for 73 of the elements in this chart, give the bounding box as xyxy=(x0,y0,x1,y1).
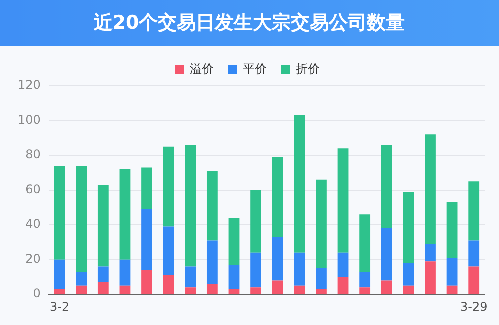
x-tick-label: 3-29 xyxy=(460,300,488,314)
bar xyxy=(206,171,218,241)
bar xyxy=(425,134,436,244)
y-tick-label: 60 xyxy=(26,182,41,196)
bar xyxy=(142,168,152,210)
bar xyxy=(272,280,284,294)
bar xyxy=(403,192,414,264)
bar xyxy=(316,289,327,294)
bar xyxy=(294,286,306,294)
bar xyxy=(468,240,480,267)
bar xyxy=(163,275,174,294)
bar xyxy=(446,258,458,286)
y-tick-label: 20 xyxy=(26,252,41,266)
bar xyxy=(98,282,109,294)
y-tick-label: 40 xyxy=(26,217,41,232)
y-tick-label: 120 xyxy=(18,78,41,92)
bar xyxy=(338,277,349,294)
bar xyxy=(54,166,66,260)
bar xyxy=(294,116,306,253)
bar xyxy=(76,272,88,286)
bar xyxy=(403,263,414,286)
bar xyxy=(294,252,306,286)
bar xyxy=(250,288,262,294)
bar xyxy=(360,288,371,294)
bar xyxy=(142,209,152,270)
bar xyxy=(272,237,284,281)
bar xyxy=(185,145,196,267)
bar xyxy=(446,286,458,294)
bar xyxy=(142,270,152,294)
bar xyxy=(446,202,458,258)
bar xyxy=(468,182,480,241)
bar xyxy=(360,214,371,272)
bar xyxy=(403,286,414,294)
bar xyxy=(228,218,240,266)
bar xyxy=(272,157,284,238)
bar xyxy=(76,166,88,272)
bar xyxy=(206,240,218,284)
bar xyxy=(316,268,327,290)
bar xyxy=(163,146,174,227)
y-tick-label: 0 xyxy=(33,286,41,301)
bar xyxy=(206,284,218,294)
bar xyxy=(425,262,436,294)
legend-label: 平价 xyxy=(243,62,267,76)
chart-title: 近20个交易日发生大宗交易公司数量 xyxy=(94,11,406,36)
bar xyxy=(76,286,88,294)
bar xyxy=(98,266,109,282)
bar xyxy=(250,252,262,288)
bar xyxy=(338,148,349,253)
legend-label: 溢价 xyxy=(190,62,214,76)
bar xyxy=(250,190,262,253)
y-tick-label: 100 xyxy=(18,112,41,127)
bar xyxy=(228,289,240,294)
bar xyxy=(54,289,66,294)
bar xyxy=(120,260,131,286)
bar xyxy=(185,288,196,294)
x-tick-label: 3-2 xyxy=(50,300,70,314)
y-tick-label: 80 xyxy=(26,148,41,162)
bar xyxy=(468,266,480,294)
bar xyxy=(381,145,392,229)
bar xyxy=(54,260,66,290)
legend-label: 折价 xyxy=(296,62,320,76)
bar xyxy=(425,244,436,262)
bar xyxy=(381,280,392,294)
bar xyxy=(98,185,109,267)
bar xyxy=(163,226,174,276)
bar xyxy=(360,272,371,288)
bar xyxy=(338,252,349,278)
bar xyxy=(381,228,392,281)
bar xyxy=(120,286,131,294)
bar xyxy=(120,169,131,260)
bar xyxy=(185,266,196,288)
bar xyxy=(228,265,240,290)
bar xyxy=(316,180,327,269)
